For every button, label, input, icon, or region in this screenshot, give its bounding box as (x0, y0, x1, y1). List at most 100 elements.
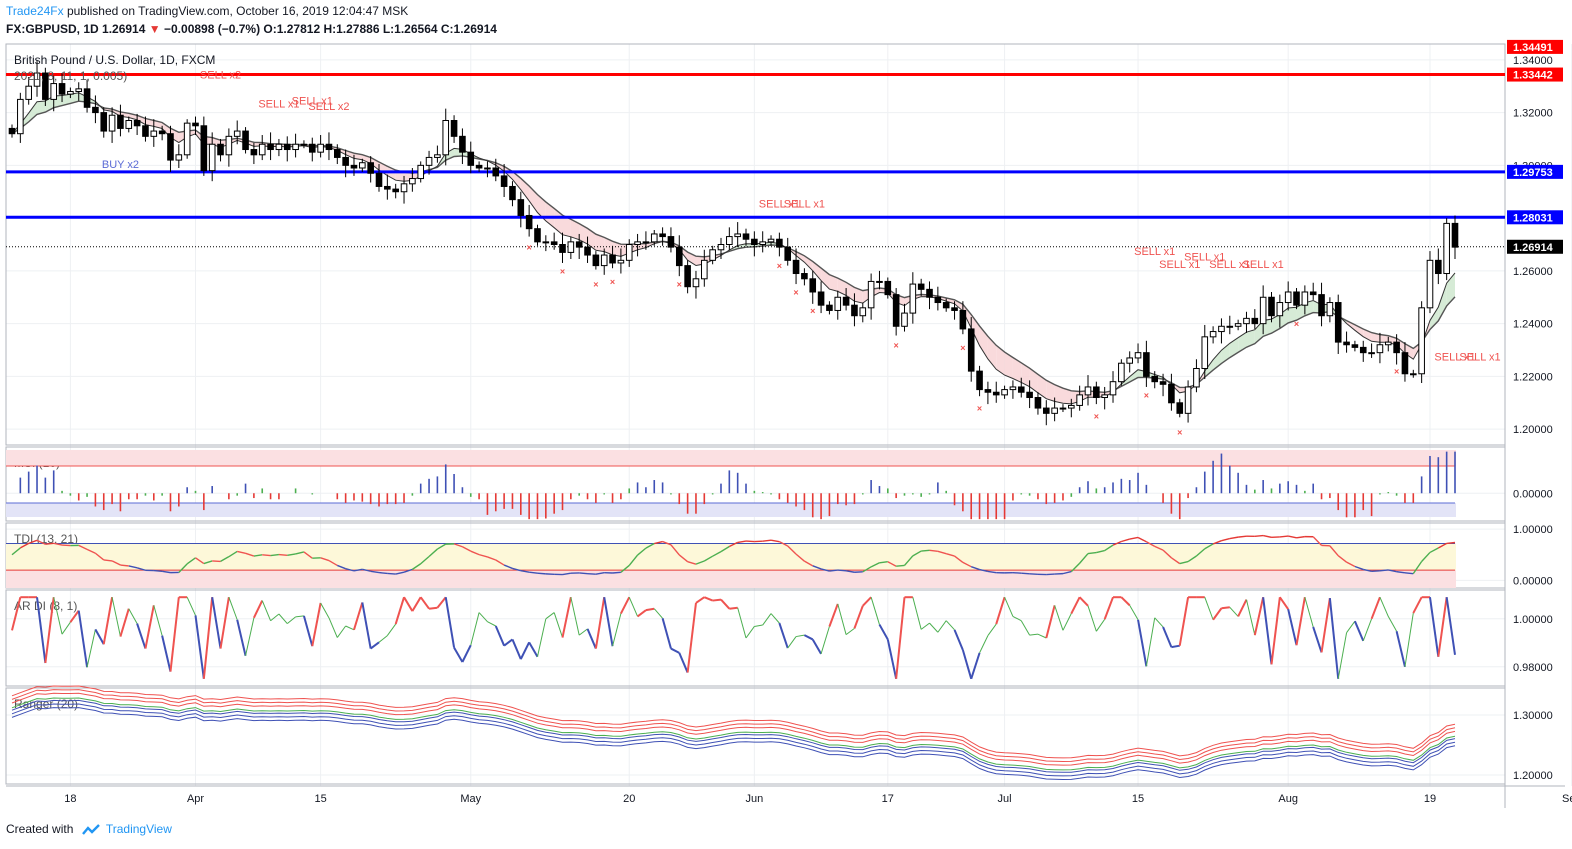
ardi-line-segment (795, 634, 805, 638)
ardi-line-segment (1078, 596, 1089, 607)
ardi-line-segment (487, 621, 497, 627)
tdi-line-segment (111, 560, 121, 566)
tdi-line-segment (78, 544, 88, 551)
signal-annotation: SELL x1 (1184, 251, 1225, 263)
candle-body (492, 167, 500, 177)
tdi-line-segment (1212, 540, 1222, 545)
time-tick-label: 19 (1424, 793, 1436, 805)
candle-body (208, 143, 216, 172)
tdi-line-segment (1412, 561, 1423, 575)
ardi-line-segment (444, 597, 456, 648)
tdi-line-segment (1263, 534, 1272, 539)
signal-annotation: SELL x1 (292, 96, 333, 108)
ardi-line-segment (912, 597, 922, 630)
tdi-line-segment (962, 561, 972, 568)
candle-body (934, 296, 942, 304)
candle-body (867, 280, 875, 309)
cloud-segment (587, 228, 596, 251)
tdi-line-segment (395, 571, 405, 575)
ardi-line-segment (194, 615, 205, 679)
candle-body (1084, 386, 1092, 396)
pane-tick-label: 1.30000 (1513, 710, 1553, 722)
ardi-line-segment (470, 612, 480, 646)
ardi-line-segment (1412, 596, 1423, 614)
footer: Created with TradingView (6, 822, 172, 836)
ardi-line-segment (828, 603, 839, 627)
cloud-segment (70, 92, 79, 104)
candle-body (842, 296, 850, 306)
ardi-line-segment (1087, 605, 1097, 632)
publish-info: Trade24Fx published on TradingView.com, … (6, 4, 408, 18)
candle-body (1276, 302, 1284, 317)
level-price-label: 1.34491 (1513, 42, 1553, 54)
ardi-line-segment (1279, 596, 1290, 610)
candle-body (442, 120, 450, 156)
ardi-line-segment (1346, 620, 1356, 634)
time-tick-label: 18 (64, 793, 76, 805)
ardi-line-segment (1445, 597, 1456, 655)
tdi-line-segment (687, 561, 697, 565)
tdi-line-segment (61, 544, 71, 547)
ardi-line-segment (1237, 599, 1248, 617)
ardi-line-segment (286, 616, 296, 624)
candle-body (726, 236, 733, 245)
candle-body (300, 143, 308, 146)
msi-lower-band (6, 503, 1456, 517)
level-price-tag (1507, 39, 1563, 54)
chart-panes (5, 43, 1565, 808)
tdi-line-segment (562, 572, 571, 576)
candle-body (400, 183, 408, 193)
tdi-line-segment (779, 541, 789, 547)
ardi-line-segment (111, 597, 121, 637)
ardi-line-segment (720, 598, 731, 610)
tdi-line-segment (453, 543, 463, 548)
candle-body (75, 88, 83, 92)
tdi-line-segment (1154, 545, 1164, 551)
ardi-line-segment (1171, 644, 1180, 649)
instrument-label: British Pound / U.S. Dollar, 1D, FXCM (14, 53, 215, 67)
cloud-segment (1021, 362, 1030, 387)
tdi-line-segment (1437, 542, 1447, 549)
author-link[interactable]: Trade24Fx (6, 4, 64, 18)
ardi-line-segment (86, 629, 96, 668)
tradingview-link[interactable]: TradingView (105, 822, 172, 836)
candle-body (892, 294, 900, 327)
tdi-line-segment (678, 554, 689, 563)
tdi-line-segment (912, 550, 922, 557)
candle-body (650, 233, 658, 243)
publish-text: published on TradingView.com, October 16… (66, 4, 409, 18)
candle-body (675, 246, 683, 267)
price-tick-label: 1.26000 (1513, 266, 1553, 278)
tdi-line-segment (120, 564, 129, 567)
candle-body (784, 246, 792, 261)
tdi-low-band (6, 570, 1456, 588)
tdi-line-segment (228, 550, 238, 558)
ardi-line-segment (328, 617, 338, 638)
candle-body (1101, 394, 1108, 399)
sell-cross-marker: × (793, 288, 798, 298)
candle-body (951, 307, 958, 311)
candle-body (1218, 325, 1225, 333)
candle-body (1109, 381, 1117, 396)
ardi-line-segment (1253, 596, 1265, 636)
cloud-segment (1371, 332, 1380, 343)
tdi-line-segment (787, 545, 797, 555)
candle-body (17, 98, 24, 135)
sell-cross-marker: × (593, 280, 598, 290)
sell-cross-marker: × (560, 266, 565, 276)
cloud-segment (554, 208, 563, 235)
time-tick-label: 15 (314, 793, 326, 805)
ohlc-values: O:1.27812 H:1.27886 L:1.26564 C:1.26914 (263, 22, 497, 36)
tdi-line-segment (186, 557, 196, 565)
tdi-line-segment (1062, 570, 1072, 575)
signal-annotation: SELL x1 (784, 199, 825, 211)
sell-cross-marker: × (960, 343, 965, 353)
tdi-line-segment (128, 565, 138, 569)
ardi-line-segment (1437, 597, 1448, 657)
ardi-line-segment (645, 607, 655, 612)
candle-body (375, 172, 383, 187)
ardi-line-segment (937, 620, 947, 633)
tdi-line-segment (1121, 538, 1130, 543)
